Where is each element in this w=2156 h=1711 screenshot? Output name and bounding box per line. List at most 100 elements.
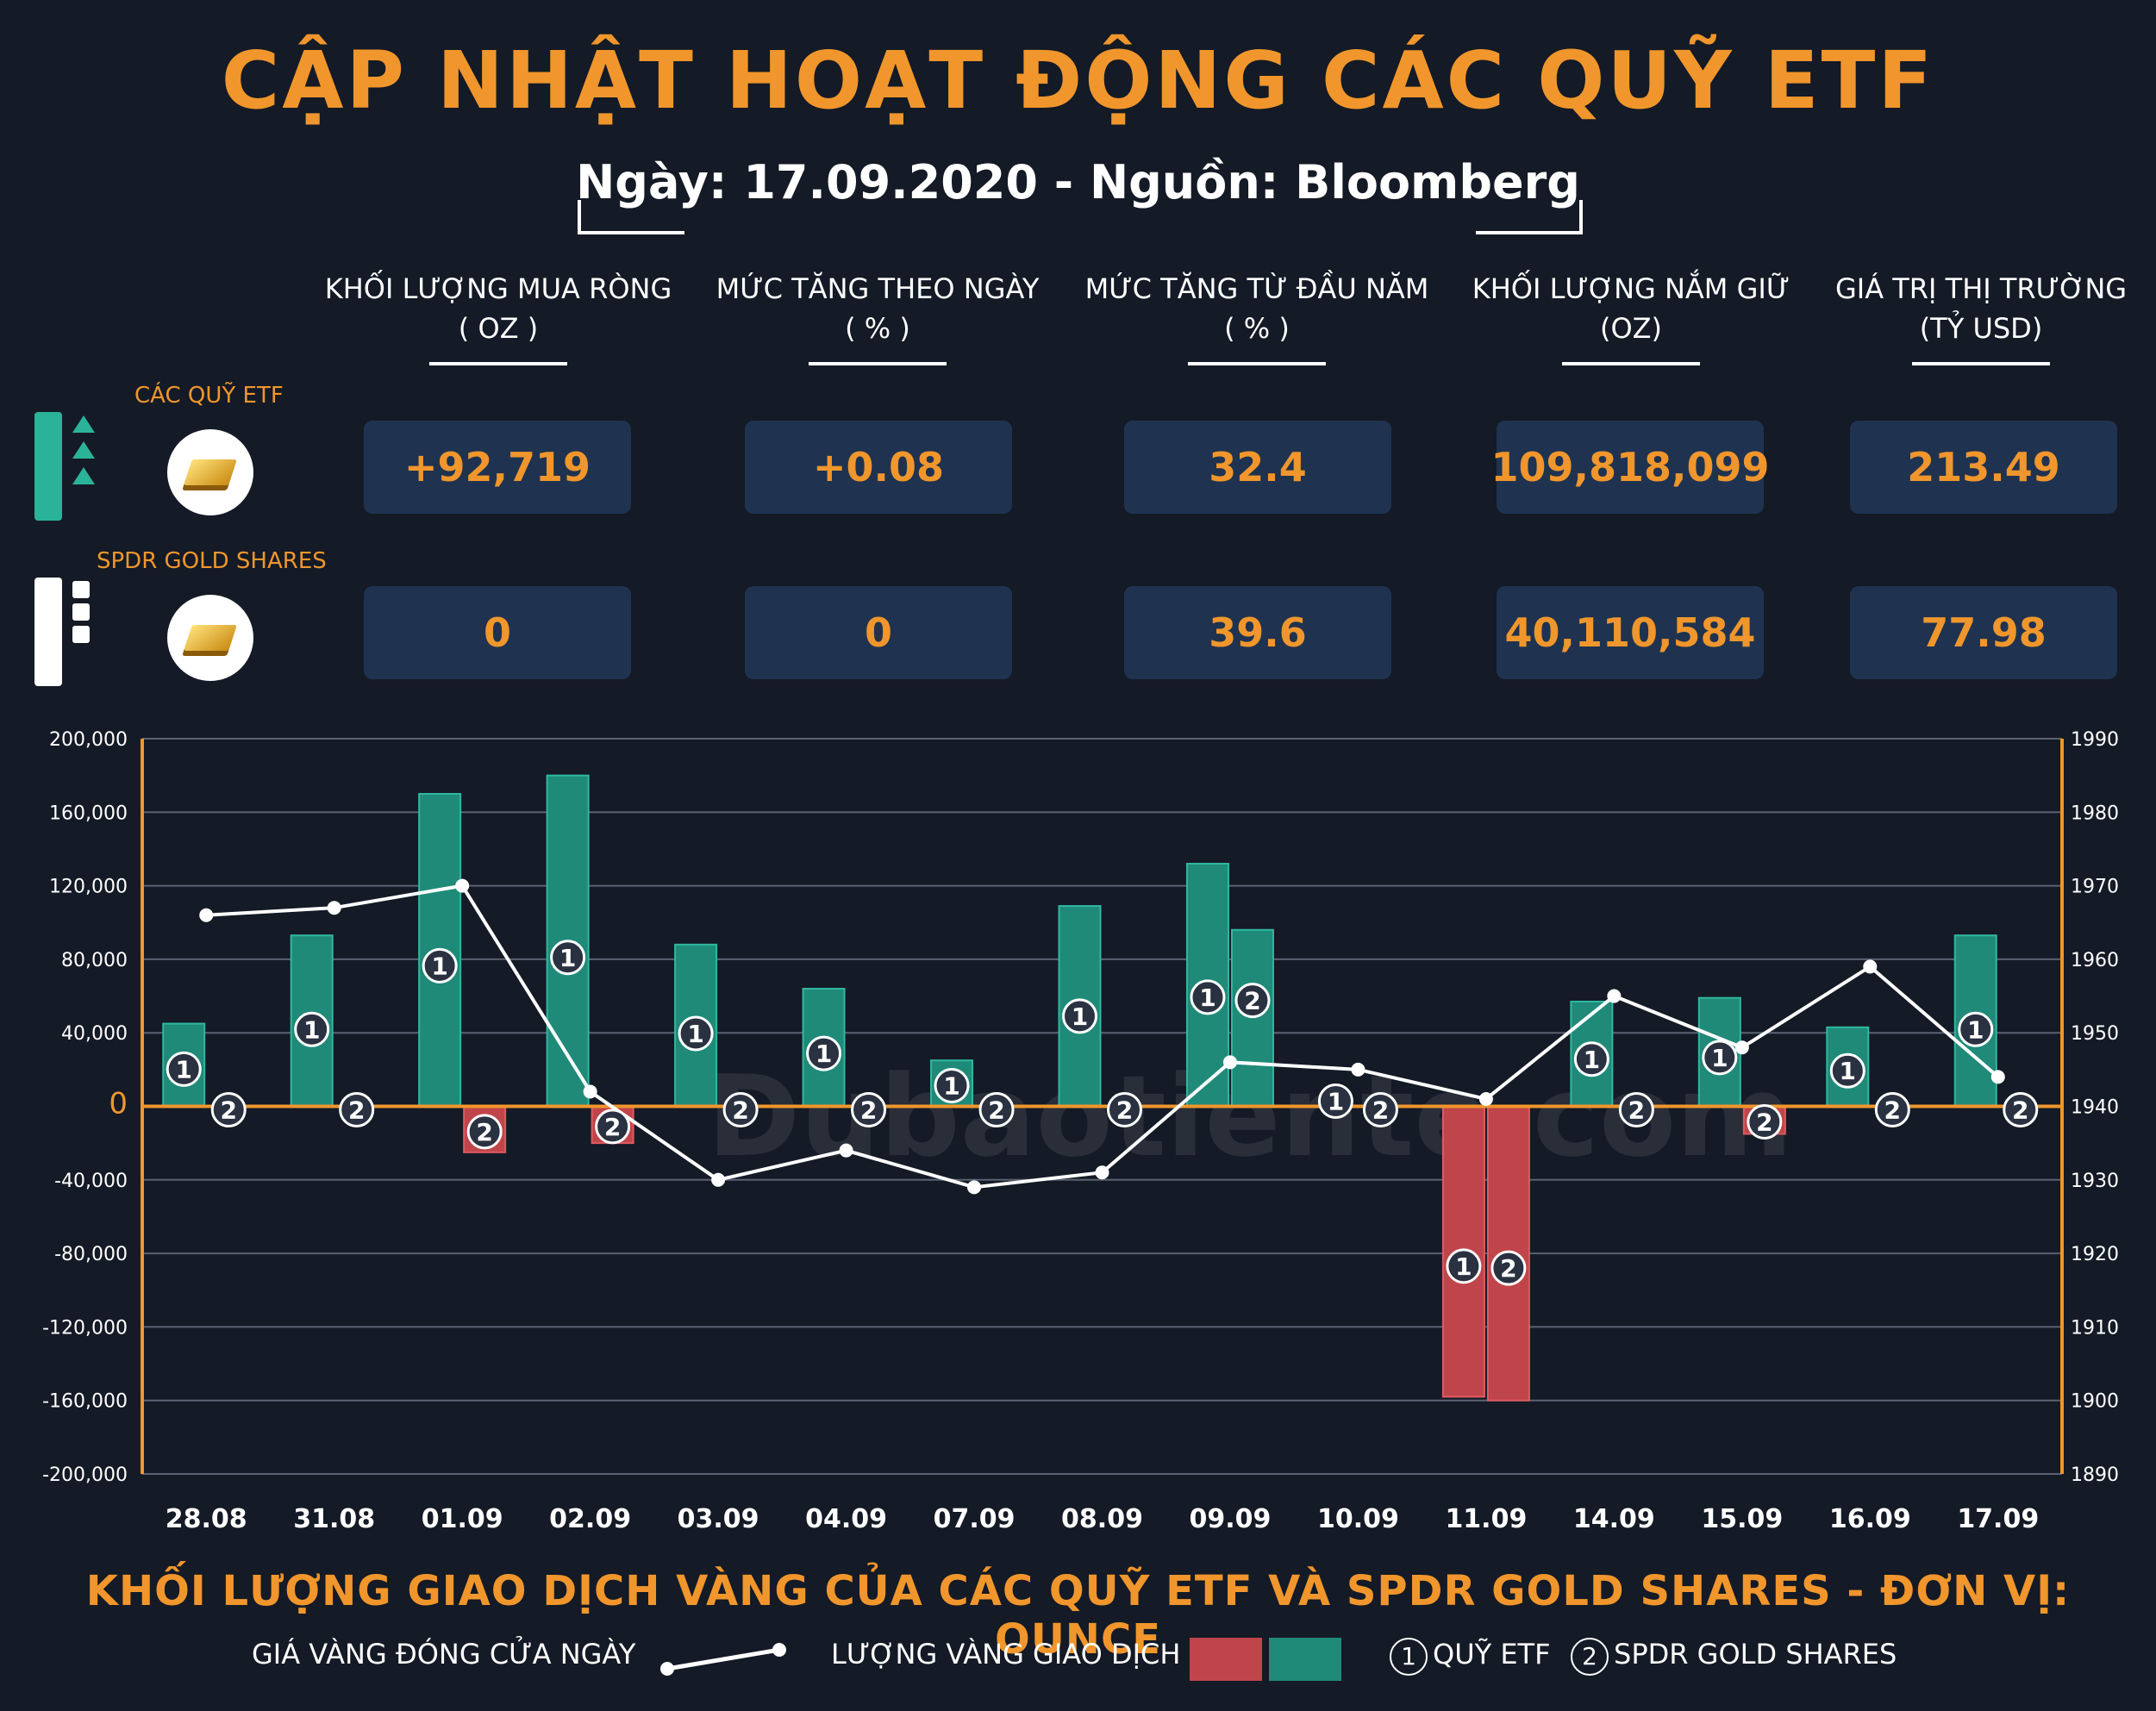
x-tick-label: 01.09 — [422, 1504, 503, 1534]
marker-circle — [339, 1092, 375, 1127]
marker-label: 2 — [732, 1096, 748, 1125]
marker-label: 2 — [348, 1096, 365, 1125]
marker-label: 2 — [2012, 1096, 2028, 1125]
column-header-label: MỨC TĂNG TỪ ĐẦU NĂM — [1084, 272, 1429, 305]
marker-label: 1 — [175, 1055, 191, 1083]
marker-label: 2 — [988, 1096, 1004, 1125]
right-tick-label: 1950 — [2071, 1023, 2119, 1045]
marker-label: 1 — [1967, 1015, 1984, 1044]
marker-etf: 1 — [678, 1015, 714, 1052]
spdr-net-buy-value: 0 — [364, 586, 631, 679]
marker-etf: 1 — [294, 1011, 330, 1047]
legend-negative-swatch — [1190, 1638, 1262, 1681]
marker-circle — [1747, 1103, 1783, 1140]
price-point — [1351, 1062, 1365, 1077]
column-header-unit: (OZ) — [1599, 312, 1663, 345]
marker-spdr: 2 — [210, 1092, 247, 1127]
column-header-underline — [809, 362, 947, 365]
left-tick-label: -80,000 — [54, 1244, 128, 1265]
row-label-etf: CÁC QUỸ ETF — [134, 383, 284, 409]
right-tick-label: 1890 — [2071, 1464, 2119, 1486]
price-point — [711, 1172, 726, 1187]
spdr-market-value: 77.98 — [1850, 586, 2117, 679]
x-tick-label: 28.08 — [166, 1504, 247, 1534]
marker-label: 1 — [816, 1040, 832, 1068]
marker-circle — [1874, 1092, 1910, 1127]
column-header-unit: ( % ) — [845, 312, 910, 345]
column-header-unit: ( OZ ) — [458, 312, 539, 345]
right-tick-label: 1920 — [2071, 1244, 2119, 1265]
marker-circle — [210, 1092, 247, 1127]
marker-circle — [1190, 979, 1226, 1015]
x-tick-label: 10.09 — [1317, 1504, 1399, 1534]
marker-circle — [2003, 1092, 2039, 1127]
etf-logo-icon — [34, 412, 95, 521]
marker-circle — [1618, 1092, 1654, 1127]
marker-label: 2 — [1884, 1096, 1901, 1125]
legend-line-icon — [660, 1643, 786, 1676]
column-header-market-value: GIÁ TRỊ THỊ TRƯỜNG (TỶ USD) — [1800, 269, 2156, 365]
subtitle-bracket-left — [578, 200, 684, 234]
column-header-unit: ( % ) — [1224, 312, 1290, 345]
price-point — [583, 1084, 597, 1099]
marker-etf: 1 — [1190, 979, 1226, 1015]
chart-title: KHỐI LƯỢNG GIAO DỊCH VÀNG CỦA CÁC QUỸ ET… — [85, 1567, 2071, 1664]
x-tick-label: 15.09 — [1701, 1504, 1783, 1534]
column-header-label: MỨC TĂNG THEO NGÀY — [716, 272, 1040, 305]
spdr-ytd-change-value: 39.6 — [1124, 586, 1391, 679]
column-header-label: GIÁ TRỊ THỊ TRƯỜNG — [1834, 272, 2128, 305]
etf-net-buy-value: +92,719 — [364, 421, 631, 514]
gold-bar-icon — [167, 429, 253, 515]
marker-label: 2 — [476, 1118, 492, 1146]
left-tick-label: 120,000 — [49, 877, 128, 898]
etf-ytd-change-value: 32.4 — [1124, 421, 1391, 514]
marker-spdr: 2 — [1107, 1092, 1142, 1127]
marker-circle — [1362, 1092, 1398, 1127]
legend-marker-2-label: SPDR GOLD SHARES — [1614, 1638, 1897, 1670]
marker-circle — [1446, 1248, 1482, 1284]
marker-label: 1 — [1328, 1088, 1344, 1116]
marker-spdr: 2 — [1234, 983, 1271, 1019]
price-point — [1734, 1040, 1749, 1055]
marker-spdr: 2 — [2003, 1092, 2039, 1127]
x-tick-label: 03.09 — [678, 1504, 759, 1534]
page-subtitle: Ngày: 17.09.2020 - Nguồn: Bloomberg — [576, 155, 1580, 209]
legend-marker-1-label: QUỸ ETF — [1433, 1638, 1551, 1670]
x-tick-label: 31.08 — [293, 1504, 375, 1534]
left-tick-label: 200,000 — [49, 729, 128, 751]
right-tick-label: 1990 — [2071, 729, 2119, 751]
right-tick-label: 1980 — [2071, 802, 2119, 824]
marker-spdr: 2 — [1618, 1092, 1654, 1127]
marker-etf: 1 — [166, 1051, 202, 1087]
column-header-holdings: KHỐI LƯỢNG NẮM GIỮ (OZ) — [1450, 269, 1812, 365]
marker-circle — [1234, 983, 1271, 1019]
x-tick-label: 17.09 — [1957, 1504, 2039, 1534]
marker-etf: 1 — [550, 940, 586, 976]
marker-circle — [1829, 1052, 1865, 1089]
gold-bar-icon — [167, 595, 253, 681]
marker-etf: 1 — [1958, 1011, 1994, 1047]
page-title: CẬP NHẬT HOẠT ĐỘNG CÁC QUỸ ETF — [221, 34, 1935, 127]
x-tick-label: 04.09 — [805, 1504, 887, 1534]
etf-holdings-value: 109,818,099 — [1491, 421, 1770, 514]
spdr-holdings-value: 40,110,584 — [1497, 586, 1764, 679]
spdr-logo-icon — [34, 578, 90, 686]
marker-label: 1 — [1072, 1002, 1088, 1031]
column-header-label: KHỐI LƯỢNG MUA RÒNG — [324, 272, 672, 305]
column-header-unit: (TỶ USD) — [1919, 312, 2043, 345]
price-point — [1607, 989, 1622, 1003]
price-point — [199, 908, 214, 922]
marker-label: 1 — [1840, 1057, 1856, 1085]
marker-label: 2 — [604, 1113, 621, 1141]
marker-label: 1 — [303, 1015, 320, 1044]
right-tick-label: 1900 — [2071, 1391, 2119, 1413]
legend-line-label: GIÁ VÀNG ĐÓNG CỬA NGÀY — [252, 1638, 636, 1670]
marker-circle — [851, 1092, 887, 1127]
marker-etf: 1 — [1573, 1041, 1609, 1077]
marker-circle — [1490, 1250, 1527, 1286]
marker-label: 2 — [1756, 1108, 1772, 1136]
marker-spdr: 2 — [978, 1092, 1015, 1127]
marker-spdr: 2 — [1874, 1092, 1910, 1127]
marker-label: 1 — [1455, 1252, 1472, 1281]
